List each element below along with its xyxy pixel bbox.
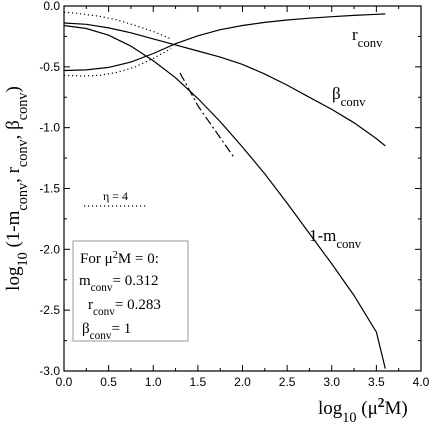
annotation-line: mconv= 0.312 bbox=[79, 273, 159, 294]
y-tick-label: -0.5 bbox=[39, 60, 60, 74]
y-tick-label: -2.0 bbox=[39, 242, 60, 256]
x-tick-label: 3.5 bbox=[368, 375, 385, 389]
y-axis-title: log10 (1-mconv, rconv, βconv) bbox=[3, 86, 31, 291]
annotation-line: βconv= 1 bbox=[82, 321, 131, 342]
x-tick-label: 1.5 bbox=[190, 375, 207, 389]
legend-sample-label: η = 4 bbox=[103, 189, 128, 203]
series-line bbox=[63, 48, 172, 77]
series-line bbox=[63, 22, 386, 147]
axis-ticks: 0.0 0.5 1.0 1.5 2.0 2.5 3.0 3.5 4.0 0.0 -0.5 -1.0 -1… bbox=[39, 0, 429, 389]
y-tick-label: -3.0 bbox=[39, 364, 60, 378]
labels-layer: log10 (μ2M) log10 (1-mconv, rconv, βconv)… bbox=[3, 25, 408, 422]
annotation-line: rconv= 0.283 bbox=[88, 297, 161, 318]
x-tick-label: 4.0 bbox=[413, 375, 430, 389]
curve-label: rconv bbox=[352, 25, 383, 50]
y-tick-label: 0.0 bbox=[43, 0, 60, 13]
series-line bbox=[63, 13, 386, 72]
annotation-box bbox=[72, 240, 189, 342]
series-layer bbox=[63, 11, 386, 369]
x-tick-label: 2.0 bbox=[234, 375, 251, 389]
x-tick-label: 3.0 bbox=[323, 375, 340, 389]
y-tick-label: -1.0 bbox=[39, 121, 60, 135]
y-tick-label: -1.5 bbox=[39, 182, 60, 196]
annotation-line: For μ2M = 0: bbox=[80, 250, 159, 268]
x-tick-label: 1.0 bbox=[145, 375, 162, 389]
y-tick-label: -2.5 bbox=[39, 303, 60, 317]
x-tick-label: 2.5 bbox=[279, 375, 296, 389]
x-tick-label: 0.5 bbox=[100, 375, 117, 389]
x-axis-title: log10 (μ2M) bbox=[318, 395, 408, 422]
series-line bbox=[179, 72, 235, 158]
series-line bbox=[63, 11, 172, 40]
curve-label: βconv bbox=[332, 84, 366, 109]
x-tick-label: 0.0 bbox=[56, 375, 73, 389]
series-line bbox=[63, 24, 386, 369]
curve-label: 1-mconv bbox=[309, 226, 362, 251]
